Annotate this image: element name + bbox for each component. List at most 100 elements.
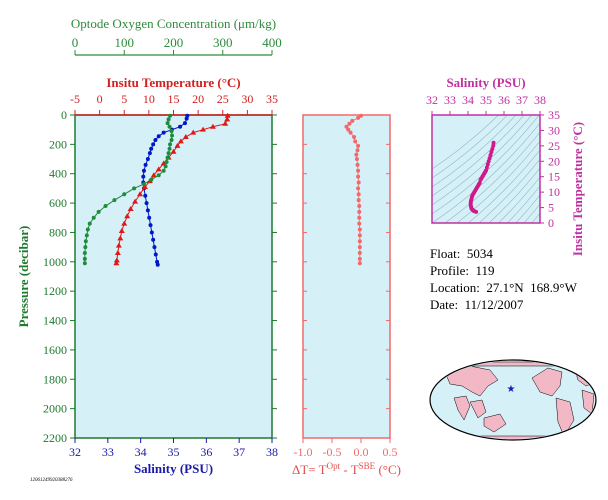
delta-t-point xyxy=(346,127,351,132)
oxygen-point xyxy=(149,177,154,182)
footer-id: 12061249920388276 xyxy=(30,478,73,483)
ts-xtick-label: 33 xyxy=(444,93,456,107)
delta-t-point xyxy=(357,245,362,250)
temperature-point xyxy=(224,112,231,118)
ts-xaxis-title: Salinity (PSU) xyxy=(446,75,525,90)
temperature-axis-title: Insitu Temperature (°C) xyxy=(106,75,240,90)
float-location-marker: ★ xyxy=(507,384,516,395)
ts-ytick-label: 0 xyxy=(548,216,554,230)
density-contour xyxy=(478,158,540,223)
oxygen-point xyxy=(83,239,88,244)
oxygen-point xyxy=(84,233,89,238)
delta-t-point xyxy=(354,157,359,162)
density-contours xyxy=(432,115,540,223)
ts-xtick-label: 37 xyxy=(516,93,528,107)
oxygen-tick-label: 400 xyxy=(262,35,282,50)
delta-t-point xyxy=(359,113,363,118)
density-contour xyxy=(515,194,540,223)
temperature-point xyxy=(118,227,125,233)
temperature-tick-label: 10 xyxy=(143,92,155,106)
oxygen-point xyxy=(82,261,87,266)
delta-t-point xyxy=(347,121,352,126)
temperature-tick-label: 20 xyxy=(192,92,204,106)
temperature-point xyxy=(114,250,121,256)
delta-t-point xyxy=(357,221,362,226)
oxygen-tick-label: 200 xyxy=(164,35,184,50)
ts-point xyxy=(474,209,479,214)
salinity-point xyxy=(148,223,153,228)
oxygen-point xyxy=(83,245,88,250)
ts-xtick-label: 35 xyxy=(480,93,492,107)
delta-t-point xyxy=(350,118,355,123)
date-text: Date: 11/12/2007 xyxy=(430,297,524,312)
oxygen-point xyxy=(96,209,101,214)
delta-t-tick-label: -1.0 xyxy=(294,445,313,459)
delta-t-point xyxy=(357,251,362,256)
ts-point xyxy=(485,162,490,167)
temperature-point xyxy=(117,235,124,241)
temperature-point xyxy=(155,166,162,172)
delta-t-panel: -1.0 -0.5 0.0 0.5 ΔT= TOpt - TSBE (°C) xyxy=(292,113,401,477)
oxygen-point xyxy=(163,164,168,169)
salinity-point xyxy=(153,252,158,257)
temperature-point xyxy=(222,120,229,126)
delta-t-plot-area xyxy=(302,114,391,439)
oxygen-point xyxy=(82,251,87,256)
temperature-tick-label: 30 xyxy=(241,92,253,106)
pressure-tick-label: 2200 xyxy=(43,431,67,445)
ts-point xyxy=(490,146,495,151)
delta-t-point xyxy=(354,152,359,157)
delta-t-label-part: ΔT= T xyxy=(292,462,327,477)
location-text: Location: 27.1°N 168.9°W xyxy=(430,280,577,295)
continent xyxy=(531,367,563,397)
profile-panel: 0200400600800100012001400160018002000220… xyxy=(16,16,282,476)
ts-yaxis-title: Insitu Temperature (°C) xyxy=(570,122,585,256)
temperature-tick-label: 35 xyxy=(266,92,278,106)
temperature-point xyxy=(132,198,139,204)
oxygen-point xyxy=(161,168,166,173)
pressure-tick-label: 800 xyxy=(49,225,67,239)
salinity-tick-label: 34 xyxy=(135,445,147,459)
salinity-point xyxy=(149,230,154,235)
salinity-point xyxy=(143,193,148,198)
delta-t-point xyxy=(355,162,360,167)
oxygen-point xyxy=(122,192,127,197)
pressure-tick-label: 1400 xyxy=(43,314,67,328)
delta-t-label-part: (°C) xyxy=(375,462,401,477)
delta-t-label-part: Opt xyxy=(327,461,341,471)
salinity-tick-label: 38 xyxy=(266,445,278,459)
oxygen-point xyxy=(103,204,108,209)
ts-point xyxy=(489,150,494,155)
temperature-point xyxy=(113,260,120,266)
oxygen-point xyxy=(167,146,172,151)
delta-t-tick-label: 0.0 xyxy=(354,445,369,459)
ts-xtick-label: 36 xyxy=(498,93,510,107)
temperature-tick-label: -5 xyxy=(70,92,80,106)
temperature-point xyxy=(182,134,189,140)
oxygen-point xyxy=(156,173,161,178)
delta-t-point xyxy=(357,204,362,209)
pressure-tick-label: 400 xyxy=(49,167,67,181)
salinity-axis-title: Salinity (PSU) xyxy=(134,461,213,476)
salinity-point xyxy=(147,151,152,156)
pressure-tick-label: 600 xyxy=(49,196,67,210)
ts-xtick-label: 34 xyxy=(462,93,474,107)
salinity-point xyxy=(141,168,146,173)
temperature-point xyxy=(141,183,148,189)
oxygen-point xyxy=(141,182,146,187)
delta-t-point xyxy=(356,168,361,173)
oxygen-point xyxy=(169,129,174,134)
temperature-point xyxy=(124,213,131,219)
continent xyxy=(483,413,507,433)
salinity-point xyxy=(151,237,156,242)
ts-ytick-label: 10 xyxy=(548,185,560,199)
density-contour xyxy=(432,115,525,197)
salinity-point xyxy=(143,162,148,167)
oxygen-point xyxy=(165,121,170,126)
temperature-tick-label: 15 xyxy=(168,92,180,106)
salinity-point xyxy=(156,134,161,139)
delta-t-point xyxy=(357,233,362,238)
salinity-tick-label: 36 xyxy=(200,445,212,459)
salinity-point xyxy=(151,142,156,147)
